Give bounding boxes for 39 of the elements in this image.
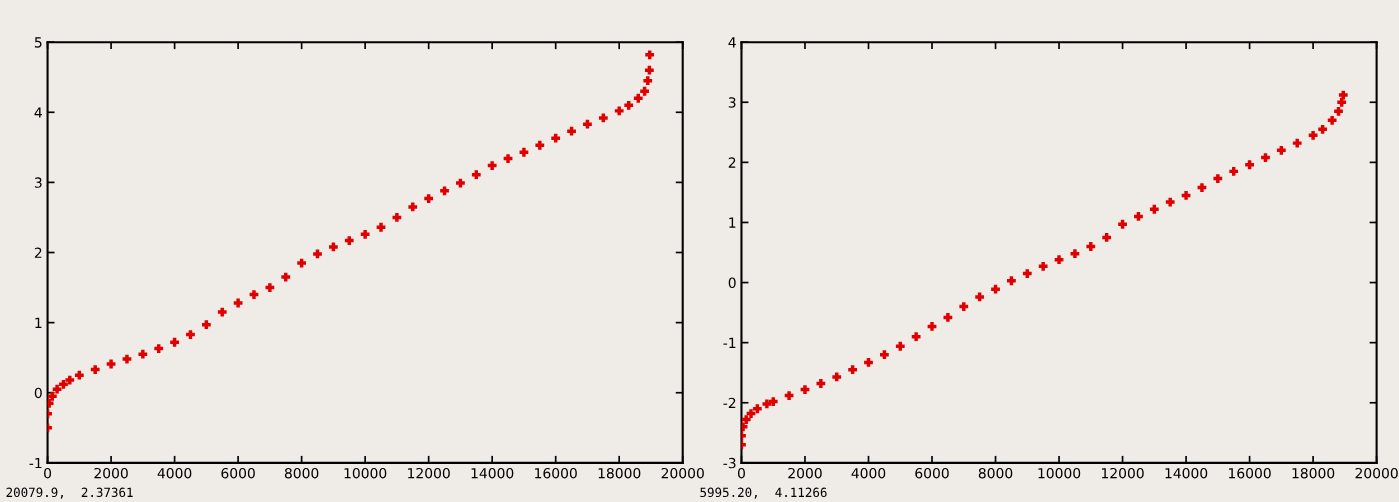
text: 20079.9, 2.37361 [6,487,133,499]
x-tick-label: 4000 [851,467,886,479]
x-tick-label: 16000 [1229,467,1271,479]
x-tick-label: 16000 [535,467,577,479]
y-tick-label: 3 [728,97,736,108]
x-tick-label: 18000 [598,467,641,479]
x-tick-label: 10000 [344,467,387,479]
x-tick-label: 0 [44,467,52,479]
x-tick-label: 8000 [978,467,1013,479]
y-tick-label: 0 [34,387,42,399]
y-tick-label: 2 [34,247,42,258]
x-tick-label: 6000 [915,467,949,479]
y-tick-label: -3 [723,457,736,469]
x-tick-label: 4000 [157,467,192,479]
y-tick-label: 3 [34,177,42,188]
x-tick-label: 20000 [661,467,704,479]
x-tick-label: 14000 [1165,467,1208,479]
y-tick-label: -1 [29,457,42,469]
y-tick-label: 4 [34,107,42,118]
x-tick-label: 12000 [408,467,450,479]
x-tick-label: 18000 [1292,467,1335,479]
y-tick-label: -1 [723,337,736,348]
y-tick-label: 2 [728,157,736,168]
y-tick-label: 0 [728,277,736,289]
x-tick-label: 14000 [471,467,514,479]
x-tick-label: 10000 [1038,467,1081,479]
x-tick-label: 8000 [284,467,319,479]
x-tick-label: 20000 [1355,467,1398,479]
x-tick-label: 12000 [1101,467,1144,479]
x-tick-label: 0 [737,467,745,479]
y-tick-label: 4 [728,37,736,48]
y-tick-label: -2 [723,397,736,409]
y-tick-label: 1 [35,317,42,328]
text: 5995.20, 4.11266 [700,487,827,499]
x-tick-label: 6000 [221,467,255,479]
y-tick-label: 1 [729,217,736,228]
y-tick-label: 5 [34,37,42,48]
x-tick-label: 2000 [788,467,822,479]
x-tick-label: 2000 [94,467,128,479]
